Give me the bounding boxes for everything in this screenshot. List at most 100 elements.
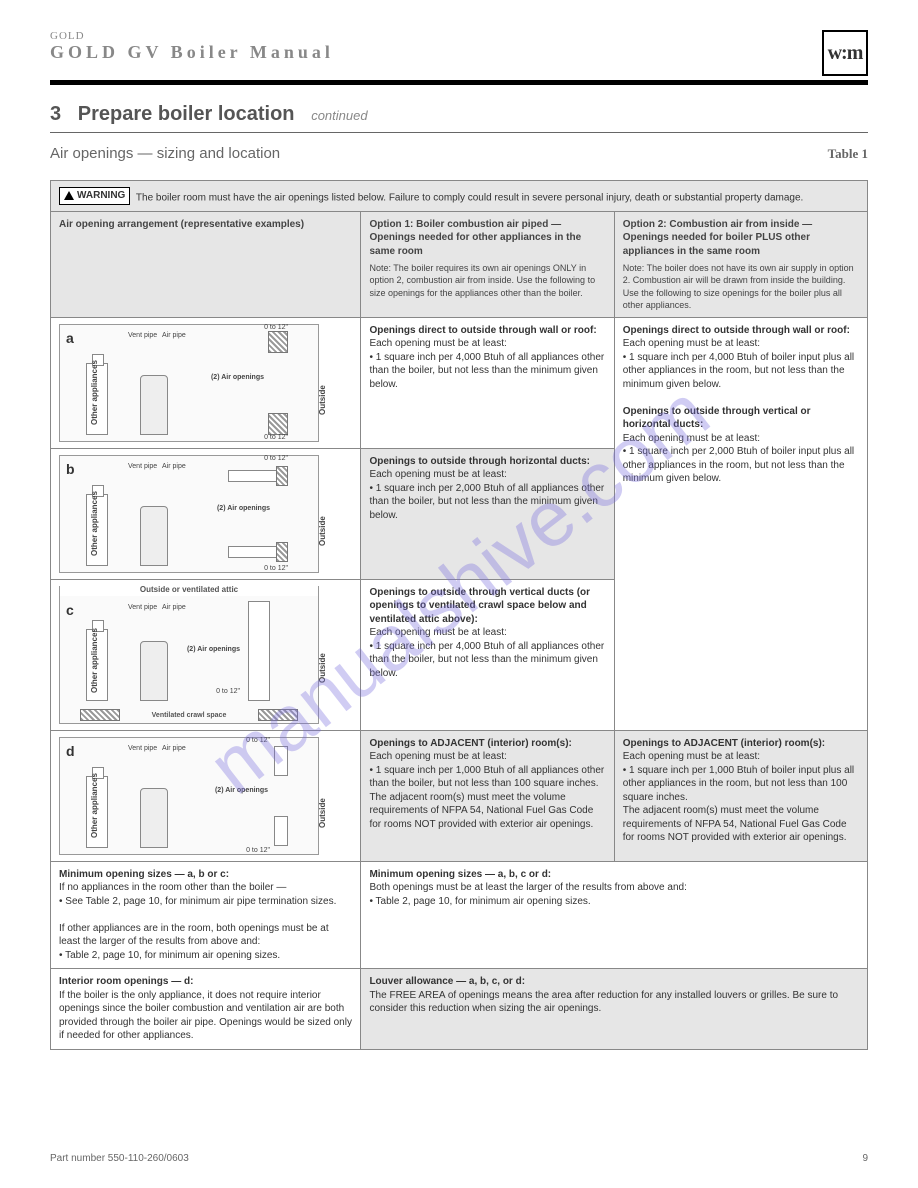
crawl-label: Ventilated crawl space: [130, 711, 248, 720]
air-label: Air pipe: [162, 744, 186, 753]
min-left: Minimum opening sizes — a, b or c: If no…: [51, 861, 361, 969]
openings-label: (2) Air openings: [217, 504, 270, 513]
warning-label: WARNING: [77, 189, 125, 203]
row-minimum: Minimum opening sizes — a, b or c: If no…: [51, 861, 868, 969]
opening-top: [276, 466, 288, 486]
outside-label: Outside: [318, 385, 329, 415]
col2-title: Option 1: Boiler combustion air piped — …: [369, 218, 605, 259]
page-header: GOLD GOLD GV Boiler Manual w:m: [50, 30, 868, 76]
outside-label: Outside: [318, 798, 329, 828]
diagram-a: a Other appliances Vent pipe Air pipe (2…: [59, 324, 319, 442]
row-d-right-title: Openings to ADJACENT (interior) room(s):: [623, 738, 825, 749]
row-c-right-title: Openings to outside through vertical or …: [623, 406, 811, 431]
row-d-right-body: Each opening must be at least: • 1 squar…: [623, 751, 854, 843]
wall-opening-bot: [274, 816, 288, 846]
row-a-right-body: Each opening must be at least: • 1 squar…: [623, 338, 854, 390]
continued-label: continued: [311, 108, 367, 123]
other-label: Other appliances: [90, 773, 101, 838]
section-number: 3: [50, 103, 61, 125]
interior-left-title: Interior room openings — d:: [59, 976, 193, 987]
col2-note: Note: The boiler requires its own air op…: [369, 262, 605, 298]
subtitle: Air openings — sizing and location: [50, 145, 280, 162]
interior-right-body: The FREE AREA of openings means the area…: [369, 990, 838, 1015]
other-label: Other appliances: [90, 628, 101, 693]
air-label: Air pipe: [162, 462, 186, 471]
diagram-c: Outside or ventilated attic c Other appl…: [59, 586, 319, 724]
col3-head: Option 2: Combustion air from inside — O…: [614, 211, 867, 317]
interior-right: Louver allowance — a, b, c, or d: The FR…: [361, 969, 868, 1050]
col1-head: Air opening arrangement (representative …: [51, 211, 361, 317]
row-interior: Interior room openings — d: If the boile…: [51, 969, 868, 1050]
column-headers: Air opening arrangement (representative …: [51, 211, 868, 317]
interior-left: Interior room openings — d: If the boile…: [51, 969, 361, 1050]
duct-vert: [248, 601, 270, 701]
page-footer: Part number 550-110-260/0603 9: [0, 1153, 918, 1164]
row-a: a Other appliances Vent pipe Air pipe (2…: [51, 317, 868, 448]
row-d-title: Openings to ADJACENT (interior) room(s):: [369, 738, 571, 749]
row-c-right-body: Each opening must be at least: • 1 squar…: [623, 433, 854, 485]
min-left-title: Minimum opening sizes — a, b or c:: [59, 869, 229, 880]
row-d-right: Openings to ADJACENT (interior) room(s):…: [614, 730, 867, 861]
min-right: Minimum opening sizes — a, b, c or d: Bo…: [361, 861, 868, 969]
row-b-title: Openings to outside through horizontal d…: [369, 456, 590, 467]
air-label: Air pipe: [162, 331, 186, 340]
row-d-mid: Openings to ADJACENT (interior) room(s):…: [361, 730, 614, 861]
row-b-mid: Openings to outside through horizontal d…: [361, 448, 614, 579]
header-left: GOLD GOLD GV Boiler Manual: [50, 30, 334, 63]
diagram-tag: b: [66, 460, 75, 479]
table-ref: Table 1: [828, 146, 868, 162]
dim: 0 to 12": [216, 687, 240, 696]
attic-label: Outside or ventilated attic: [60, 585, 318, 596]
dim-bot: 0 to 12": [246, 846, 270, 855]
openings-label: (2) Air openings: [187, 645, 240, 654]
warning-icon: [64, 191, 74, 200]
other-label: Other appliances: [90, 360, 101, 425]
openings-label: (2) Air openings: [215, 786, 268, 795]
crawl-hatch-r: [258, 709, 298, 721]
diagram-tag: d: [66, 742, 75, 761]
row-c-body: Each opening must be at least: • 1 squar…: [369, 627, 604, 679]
min-right-body: Both openings must be at least the large…: [369, 882, 686, 907]
vent-label: Vent pipe: [128, 462, 157, 471]
row-a-right: Openings direct to outside through wall …: [614, 317, 867, 730]
vent-label: Vent pipe: [128, 331, 157, 340]
row-a-body: Each opening must be at least: • 1 squar…: [369, 338, 604, 390]
crawl-hatch-l: [80, 709, 120, 721]
row-d-body: Each opening must be at least: • 1 squar…: [369, 751, 604, 830]
col2-head: Option 1: Boiler combustion air piped — …: [361, 211, 614, 317]
interior-right-title: Louver allowance — a, b, c, or d:: [369, 976, 525, 987]
warning-row: WARNING The boiler room must have the ai…: [51, 181, 868, 212]
row-c-mid: Openings to outside through vertical duc…: [361, 579, 614, 730]
row-c-title: Openings to outside through vertical duc…: [369, 587, 590, 625]
header-rule: [50, 80, 868, 85]
row-d: d Other appliances Vent pipe Air pipe (2…: [51, 730, 868, 861]
outside-label: Outside: [318, 653, 329, 683]
opening-bottom: [268, 413, 288, 435]
vent-label: Vent pipe: [128, 603, 157, 612]
opening-top: [268, 331, 288, 353]
diagram-tag: c: [66, 601, 74, 620]
diagram-tag: a: [66, 329, 74, 348]
row-a-right-title: Openings direct to outside through wall …: [623, 325, 850, 336]
heater-icon: [140, 788, 168, 848]
row-a-mid: Openings direct to outside through wall …: [361, 317, 614, 448]
heater-icon: [140, 375, 168, 435]
section-rule: [50, 132, 868, 133]
interior-left-body: If the boiler is the only appliance, it …: [59, 990, 352, 1042]
air-openings-table: WARNING The boiler room must have the ai…: [50, 180, 868, 1050]
section-name: Prepare boiler location: [78, 103, 295, 125]
dim-bot: 0 to 12": [264, 564, 288, 573]
col3-title: Option 2: Combustion air from inside — O…: [623, 218, 859, 259]
other-label: Other appliances: [90, 491, 101, 556]
part-number: Part number 550-110-260/0603: [50, 1153, 189, 1164]
heater-icon: [140, 506, 168, 566]
opening-bottom: [276, 542, 288, 562]
manual-title: GOLD GV Boiler Manual: [50, 42, 334, 63]
outside-label: Outside: [318, 516, 329, 546]
dim-bot: 0 to 12": [264, 433, 288, 442]
dim-top: 0 to 12": [246, 736, 270, 745]
diagram-d: d Other appliances Vent pipe Air pipe (2…: [59, 737, 319, 855]
min-left-body: If no appliances in the room other than …: [59, 882, 336, 961]
heater-icon: [140, 641, 168, 701]
series-small: GOLD: [50, 30, 334, 42]
